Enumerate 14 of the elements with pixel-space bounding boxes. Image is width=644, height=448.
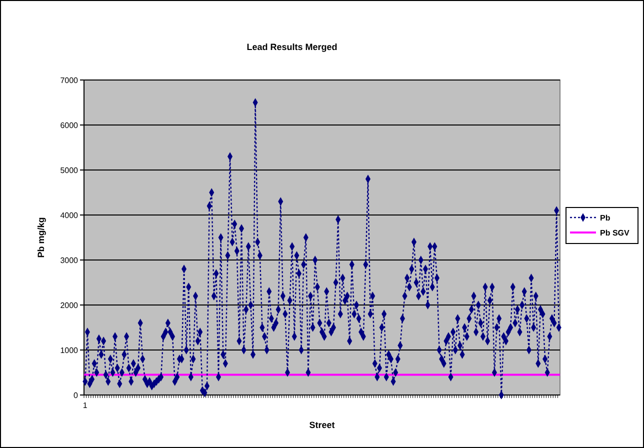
legend-label: Pb SGV <box>600 228 630 238</box>
y-tick-label: 1000 <box>60 346 79 355</box>
y-tick-label: 0 <box>74 390 79 400</box>
y-tick-label: 6000 <box>60 120 79 130</box>
x-tick-label: 1 <box>82 401 88 410</box>
y-tick-label: 3000 <box>60 256 79 265</box>
chart-title: Lead Results Merged <box>246 42 338 52</box>
y-axis-title: Pb mg/kg <box>36 217 46 258</box>
y-tick-label: 5000 <box>60 166 79 175</box>
y-tick-label: 7000 <box>60 76 79 85</box>
y-tick-label: 4000 <box>60 210 79 220</box>
x-axis-title: Street <box>309 420 335 430</box>
legend-label: Pb <box>600 213 610 222</box>
y-tick-label: 2000 <box>60 300 79 310</box>
